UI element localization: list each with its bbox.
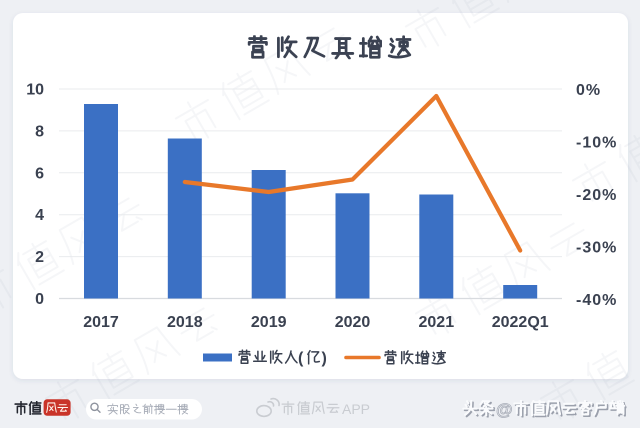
svg-text:-30%: -30% bbox=[576, 240, 617, 257]
svg-text:8: 8 bbox=[35, 123, 44, 140]
svg-text:@: @ bbox=[496, 400, 513, 419]
svg-text:-40%: -40% bbox=[576, 292, 617, 309]
svg-text:2018: 2018 bbox=[167, 314, 203, 331]
svg-text:2021: 2021 bbox=[419, 314, 455, 331]
svg-text:0%: 0% bbox=[576, 82, 601, 99]
svg-text:6: 6 bbox=[35, 165, 44, 182]
svg-text:10: 10 bbox=[26, 82, 44, 99]
svg-text:): ) bbox=[322, 350, 327, 367]
svg-text:0: 0 bbox=[35, 291, 44, 308]
svg-text:2019: 2019 bbox=[251, 314, 287, 331]
svg-text:(: ( bbox=[298, 350, 304, 367]
svg-text:2017: 2017 bbox=[83, 314, 119, 331]
svg-text:-20%: -20% bbox=[576, 187, 617, 204]
svg-text:APP: APP bbox=[342, 401, 370, 417]
svg-text:2: 2 bbox=[35, 249, 44, 266]
svg-text:2020: 2020 bbox=[335, 314, 371, 331]
svg-text:-10%: -10% bbox=[576, 135, 617, 152]
svg-text:4: 4 bbox=[35, 207, 44, 224]
svg-text:2022Q1: 2022Q1 bbox=[492, 314, 549, 331]
